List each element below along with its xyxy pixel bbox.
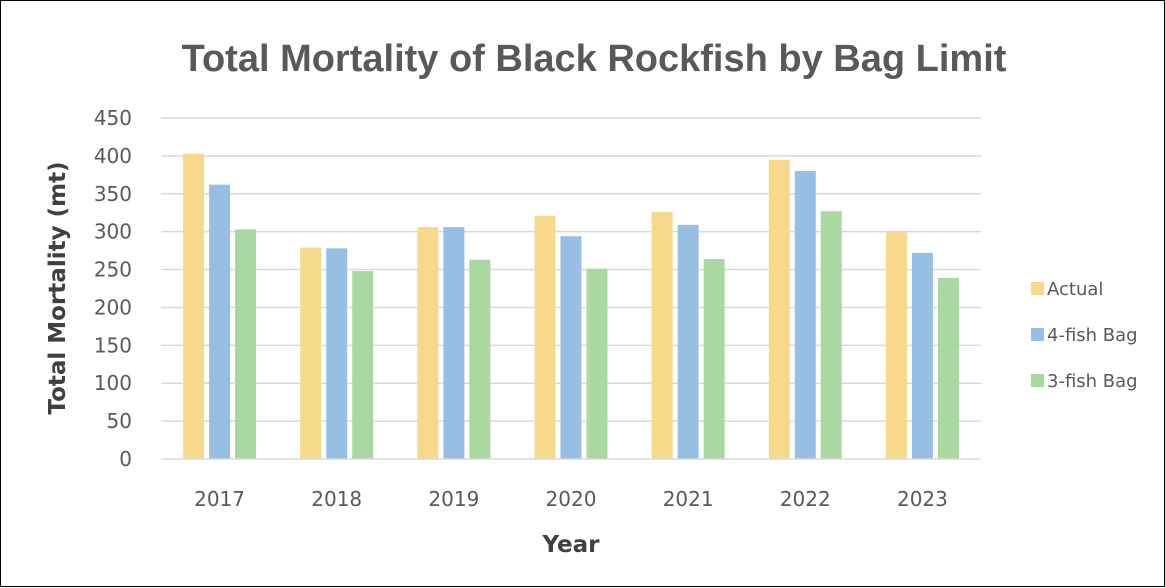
y-tick-label: 150 bbox=[94, 333, 132, 357]
y-axis-title: Total Mortality (mt) bbox=[45, 161, 71, 414]
y-tick-label: 0 bbox=[119, 447, 132, 471]
x-tick-label: 2017 bbox=[194, 487, 245, 511]
y-tick-label: 250 bbox=[94, 258, 132, 282]
bar-4-fish-bag-2020 bbox=[560, 236, 582, 459]
bar-groups bbox=[183, 153, 959, 460]
legend-swatch bbox=[1031, 328, 1044, 341]
y-tick-label: 100 bbox=[94, 371, 132, 395]
bar-3-fish-bag-2017 bbox=[235, 229, 257, 459]
bar-actual-2022 bbox=[768, 159, 790, 459]
legend-label: 3-fish Bag bbox=[1047, 371, 1138, 392]
bar-4-fish-bag-2019 bbox=[443, 227, 465, 459]
bar-actual-2020 bbox=[534, 215, 556, 459]
bar-3-fish-bag-2018 bbox=[352, 271, 374, 459]
x-tick-label: 2018 bbox=[311, 487, 362, 511]
x-tick-label: 2019 bbox=[428, 487, 479, 511]
bar-actual-2021 bbox=[651, 211, 673, 459]
bar-actual-2019 bbox=[417, 227, 439, 459]
bar-4-fish-bag-2018 bbox=[326, 248, 348, 459]
x-tick-label: 2021 bbox=[663, 487, 714, 511]
x-axis-ticks: 2017 2018 2019 2020 2021 2022 2023 bbox=[194, 487, 948, 511]
bar-4-fish-bag-2017 bbox=[209, 184, 231, 459]
y-tick-label: 400 bbox=[94, 144, 132, 168]
bar-3-fish-bag-2020 bbox=[586, 268, 608, 459]
bar-3-fish-bag-2019 bbox=[469, 259, 491, 459]
x-tick-label: 2022 bbox=[780, 487, 831, 511]
legend: Actual 4-fish Bag 3-fish Bag bbox=[1031, 279, 1138, 392]
bar-3-fish-bag-2022 bbox=[820, 211, 842, 459]
bar-4-fish-bag-2023 bbox=[911, 252, 933, 459]
bar-actual-2017 bbox=[183, 153, 205, 460]
bar-4-fish-bag-2021 bbox=[677, 224, 699, 459]
x-tick-label: 2020 bbox=[546, 487, 597, 511]
bar-actual-2023 bbox=[885, 232, 907, 459]
legend-swatch bbox=[1031, 374, 1044, 387]
bar-3-fish-bag-2021 bbox=[703, 258, 725, 459]
y-tick-label: 450 bbox=[94, 106, 132, 130]
bar-3-fish-bag-2023 bbox=[937, 277, 959, 459]
y-axis-ticks: 0 50 100 150 200 250 300 350 400 450 bbox=[94, 106, 132, 471]
y-tick-label: 300 bbox=[94, 220, 132, 244]
legend-label: Actual bbox=[1047, 279, 1103, 300]
bar-4-fish-bag-2022 bbox=[794, 171, 816, 460]
chart-title: Total Mortality of Black Rockfish by Bag… bbox=[182, 38, 1007, 80]
y-tick-label: 350 bbox=[94, 182, 132, 206]
legend-label: 4-fish Bag bbox=[1047, 325, 1138, 346]
x-axis-title: Year bbox=[541, 532, 600, 558]
x-tick-label: 2023 bbox=[897, 487, 948, 511]
bar-actual-2018 bbox=[300, 247, 322, 459]
y-tick-label: 200 bbox=[94, 295, 132, 319]
legend-swatch bbox=[1031, 282, 1044, 295]
y-tick-label: 50 bbox=[107, 409, 132, 433]
